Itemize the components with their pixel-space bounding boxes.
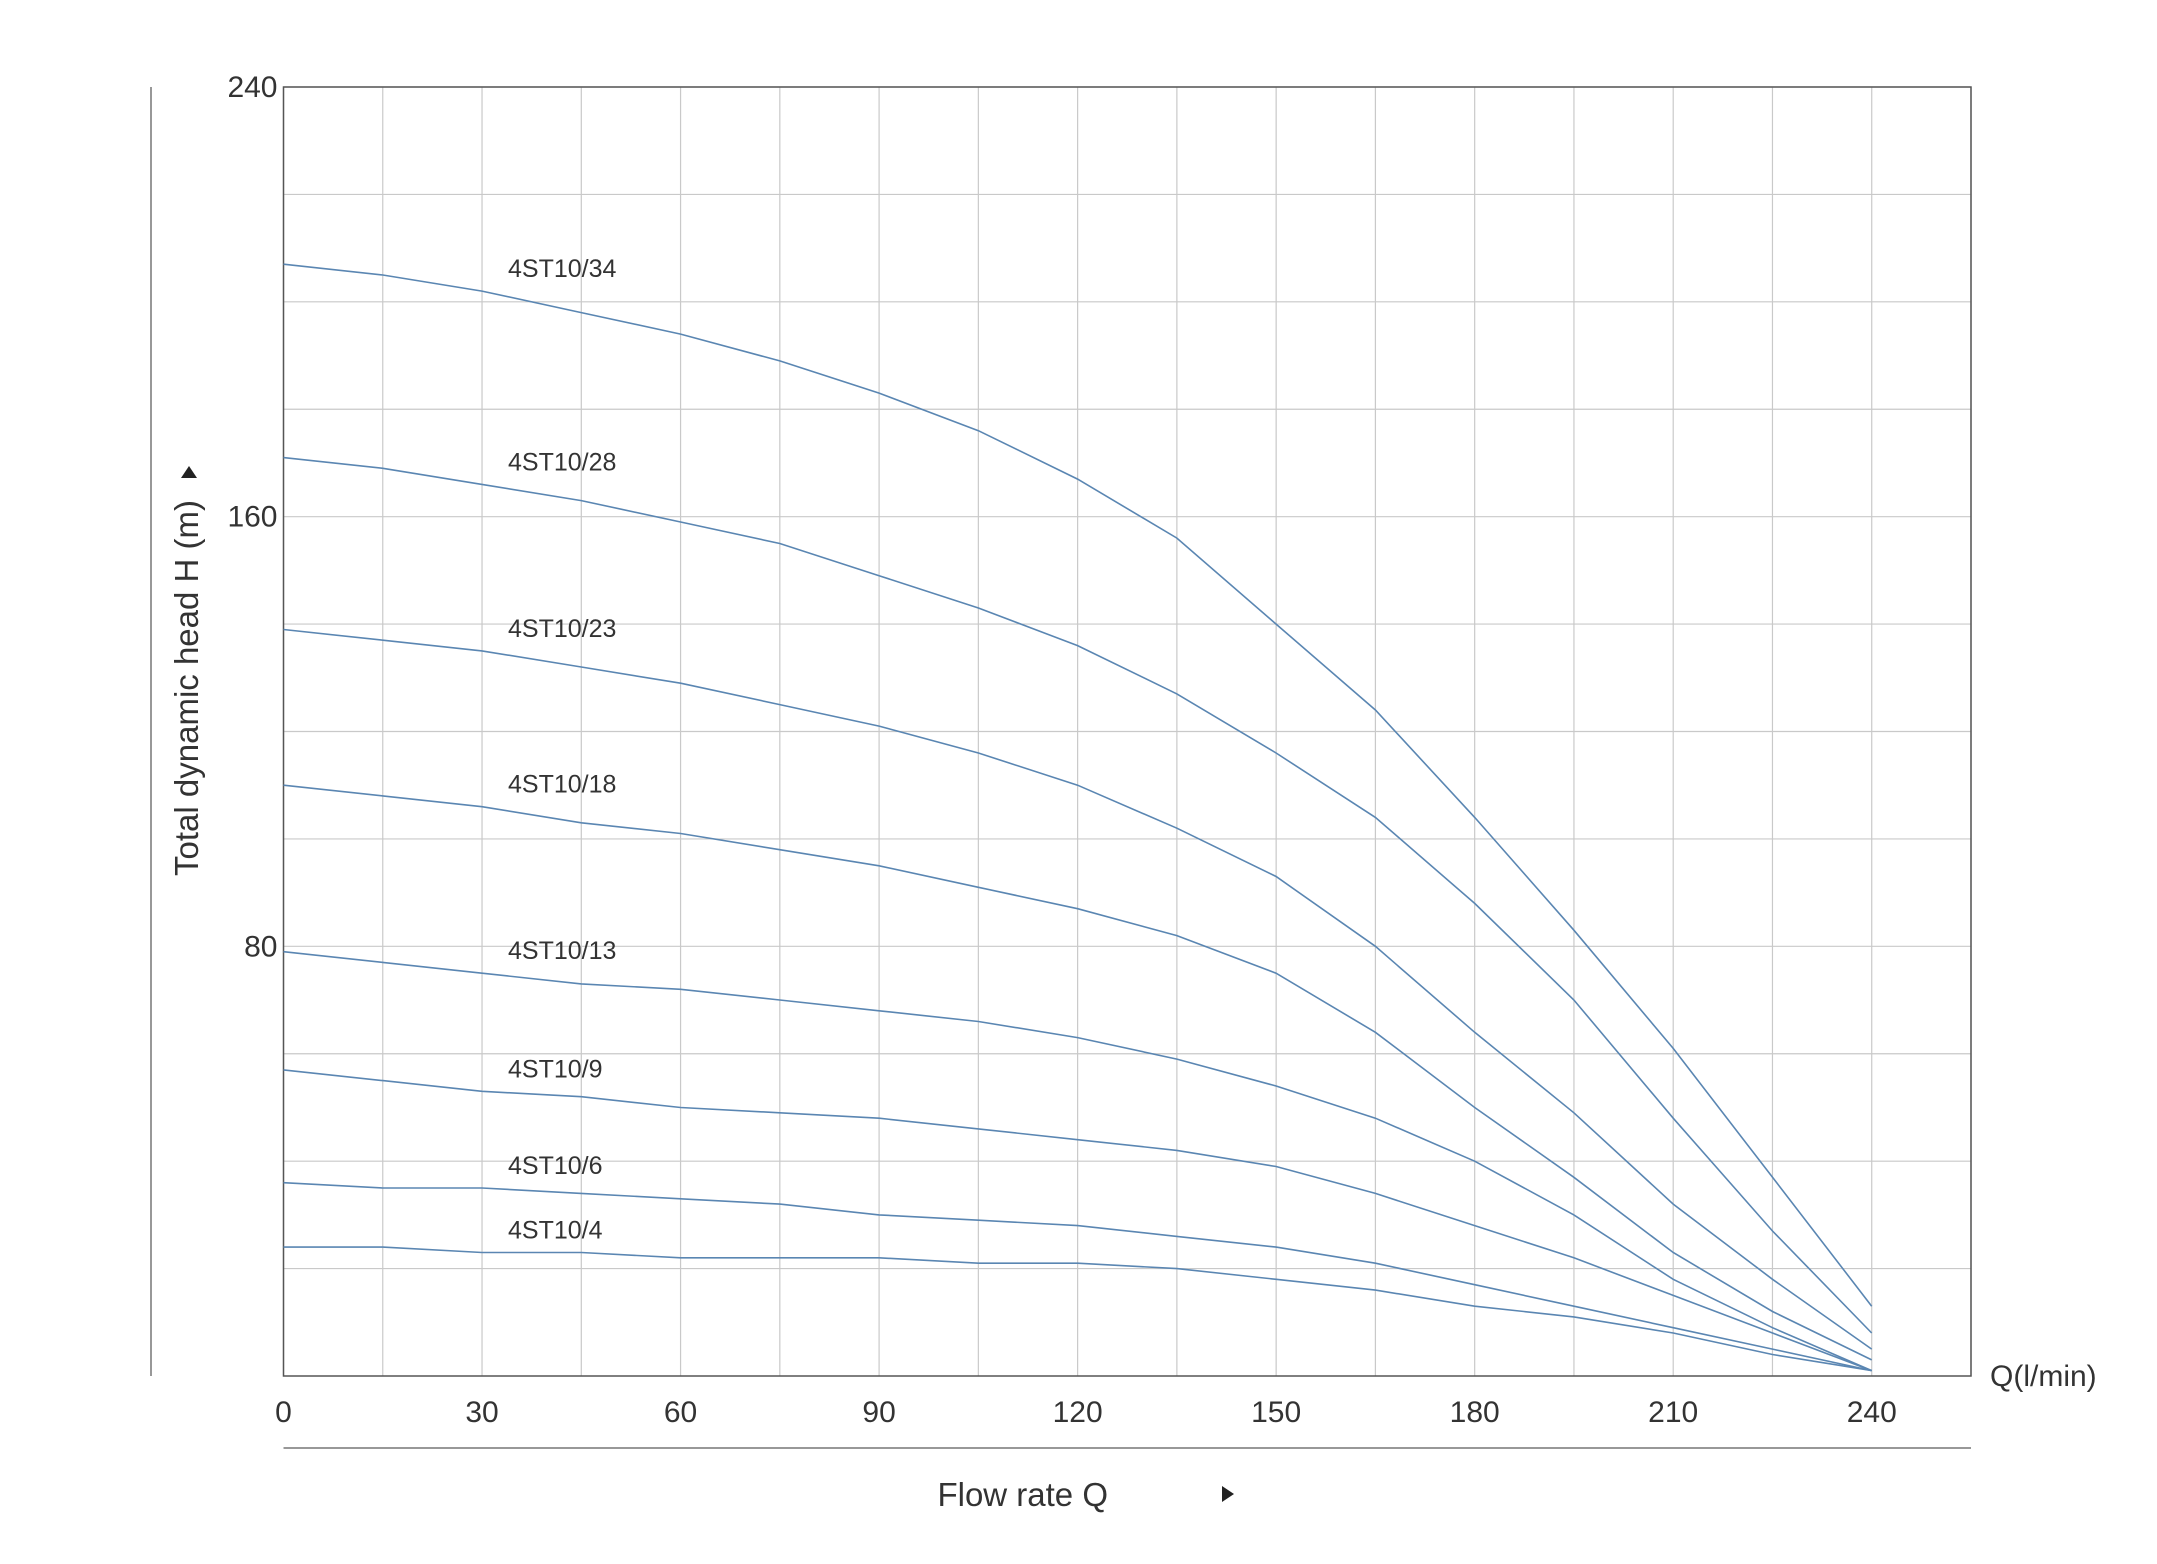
y-axis-title: Total dynamic head H (m)	[168, 500, 205, 876]
y-axis-arrow	[181, 466, 197, 478]
curve	[283, 1246, 1872, 1372]
series-label: 4ST10/23	[508, 615, 616, 643]
x-axis-arrow	[1222, 1486, 1234, 1502]
series-label: 4ST10/28	[508, 448, 616, 476]
curve	[283, 950, 1873, 1372]
y-tick-label: 160	[227, 501, 277, 534]
x-tick-label: 180	[1450, 1396, 1500, 1429]
series-label: 4ST10/34	[508, 255, 617, 283]
curve	[283, 1069, 1872, 1372]
x-tick-label: 240	[1847, 1396, 1897, 1429]
series-label: 4ST10/13	[508, 937, 616, 965]
curve	[283, 456, 1873, 1334]
curve	[283, 1181, 1872, 1372]
x-tick-label: 30	[465, 1396, 498, 1429]
x-tick-label: 150	[1251, 1396, 1301, 1429]
y-tick-label: 80	[244, 930, 277, 963]
curve	[283, 263, 1873, 1307]
series-label: 4ST10/4	[508, 1216, 603, 1244]
x-tick-label: 60	[664, 1396, 697, 1429]
x-axis-title: Flow rate Q	[937, 1476, 1108, 1513]
series-label: 4ST10/18	[508, 771, 616, 799]
x-tick-label: 120	[1053, 1396, 1103, 1429]
x-tick-label: 0	[275, 1396, 292, 1429]
series-label: 4ST10/9	[508, 1055, 603, 1083]
x-unit-label: Q(l/min)	[1990, 1360, 2097, 1393]
curve	[283, 784, 1873, 1361]
curve	[283, 628, 1873, 1350]
plot-frame	[282, 86, 1972, 1377]
x-tick-label: 90	[862, 1396, 895, 1429]
series-label: 4ST10/6	[508, 1152, 603, 1180]
y-tick-label: 240	[227, 71, 277, 104]
x-tick-label: 210	[1648, 1396, 1698, 1429]
